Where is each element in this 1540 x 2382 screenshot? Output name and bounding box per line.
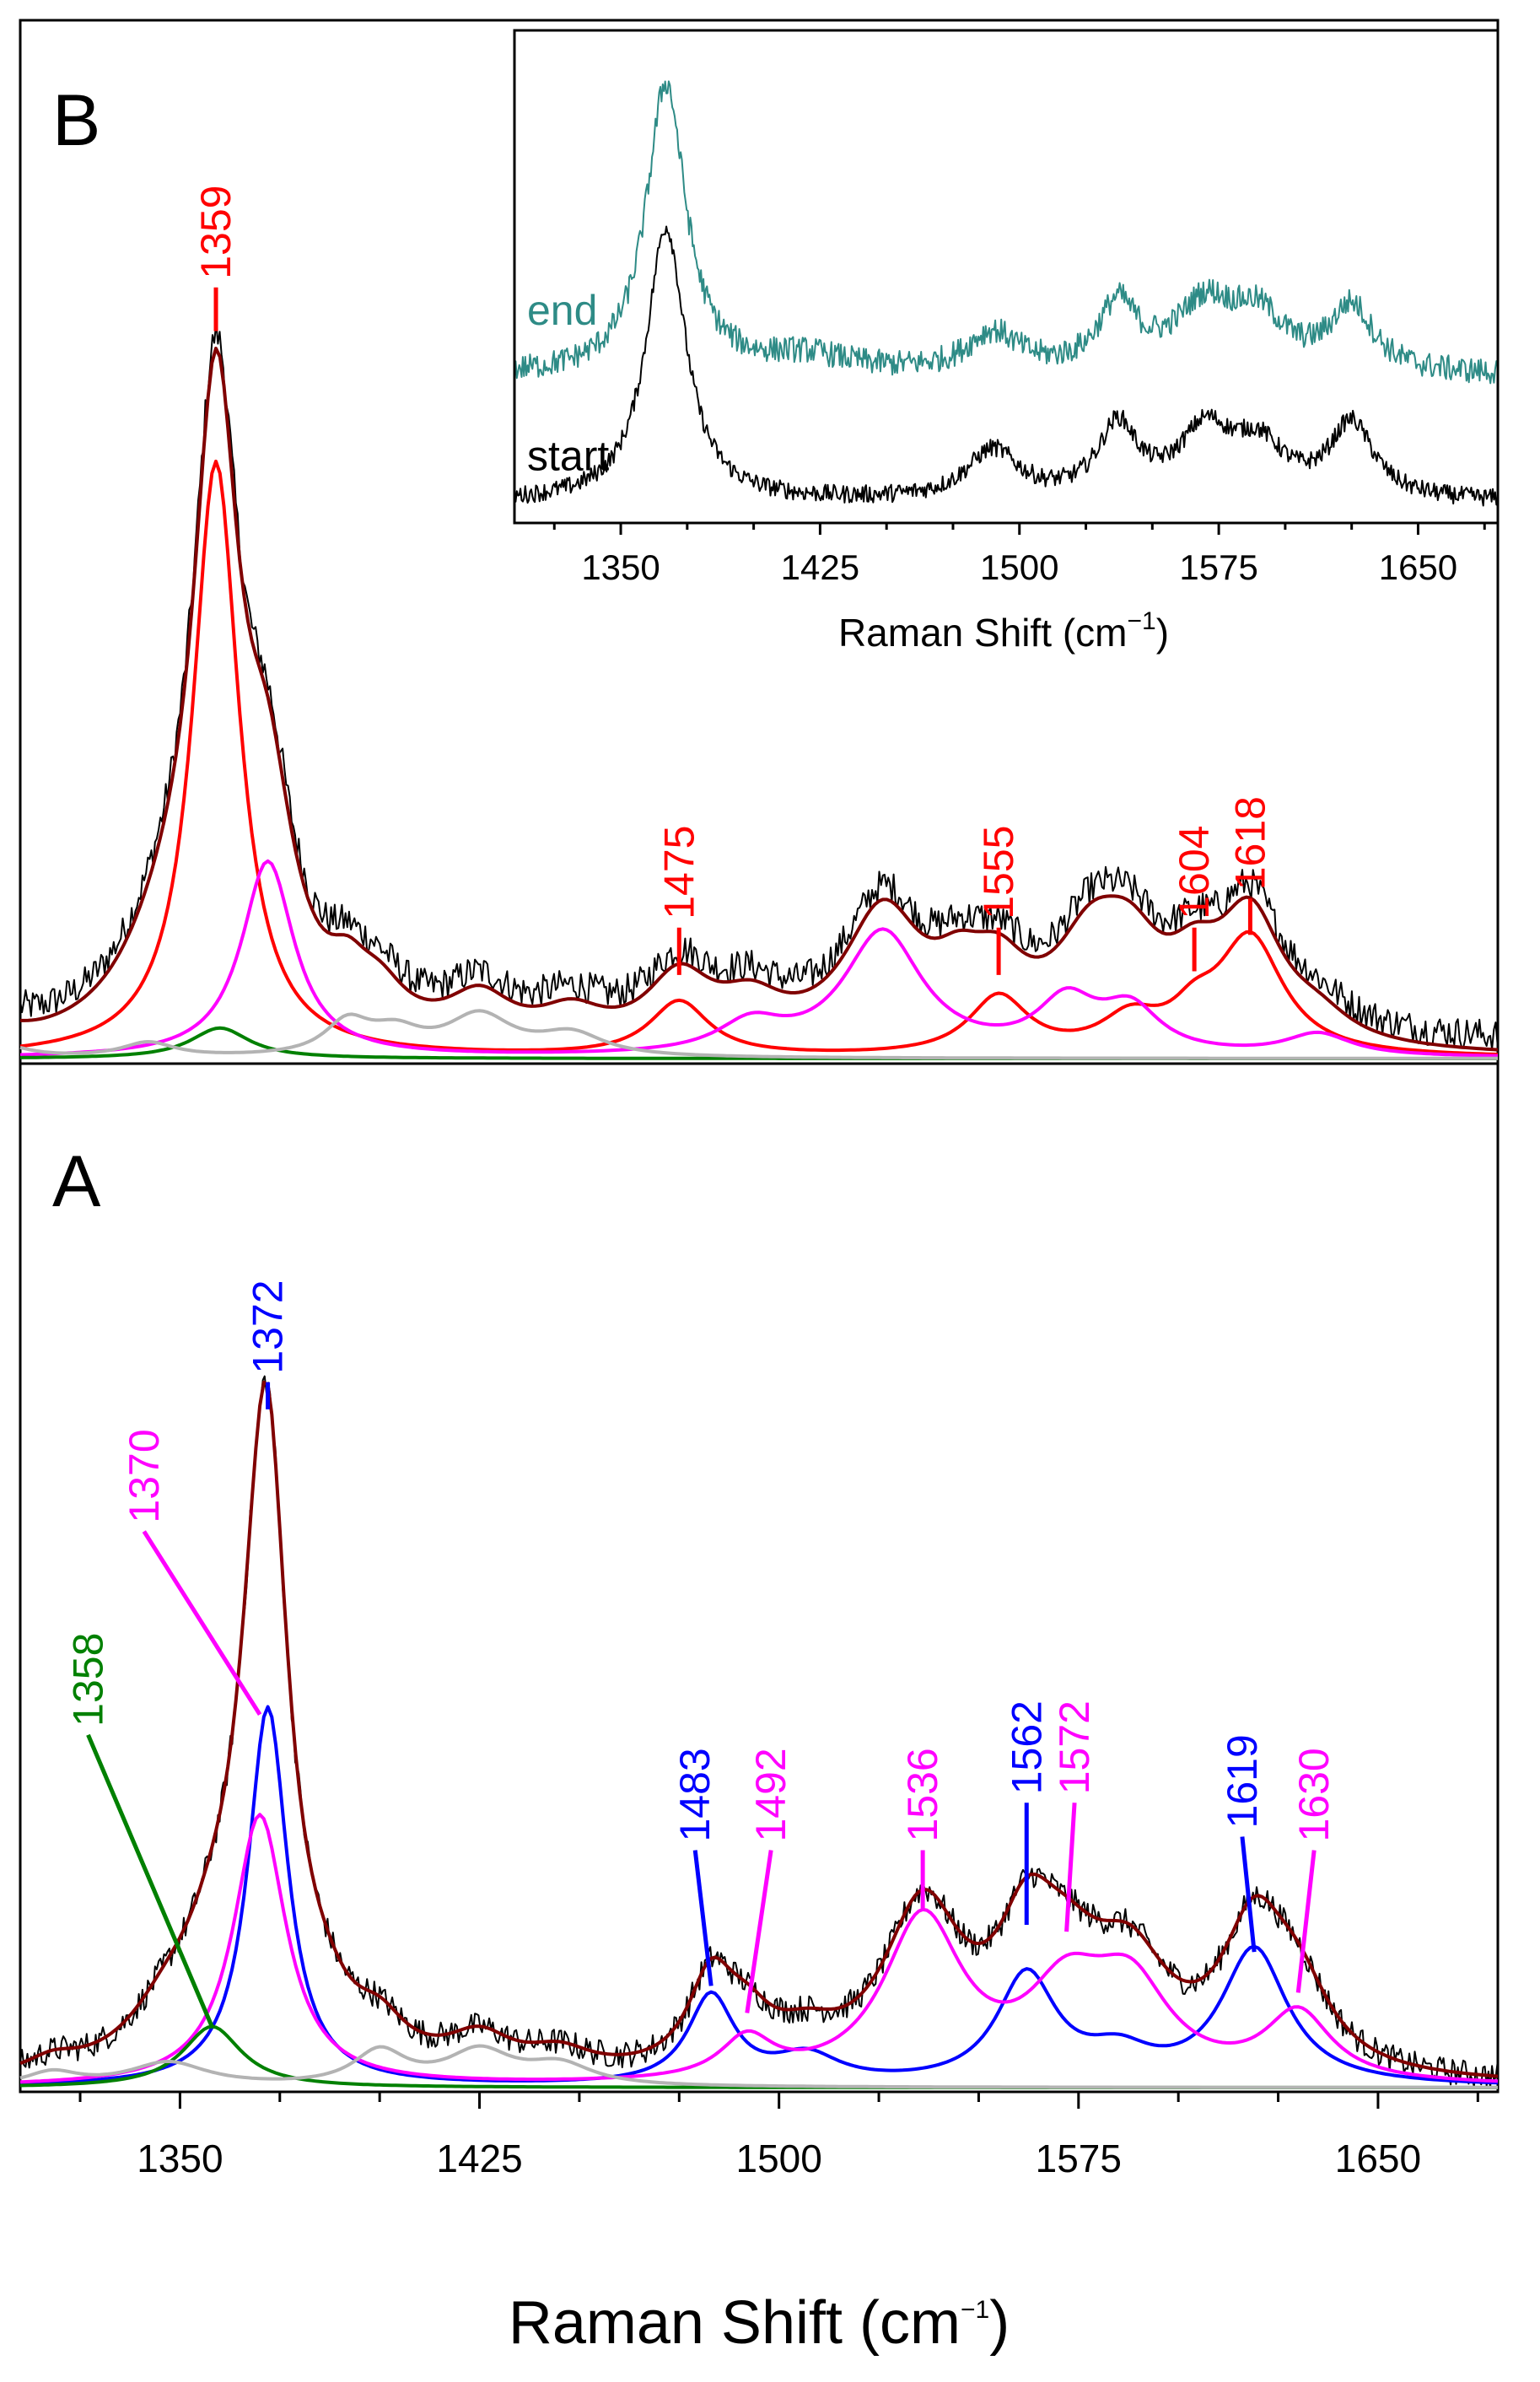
main-x-axis-title-text: Raman Shift (cm [509, 2289, 961, 2357]
panel-A-x-tick-label-1350: 1350 [137, 2137, 223, 2180]
inset-series-end [514, 80, 1498, 385]
inset-series-label-end: end [527, 287, 597, 334]
panel-a-plot: 1372 1370 1358 1483 1492 1536 1562 1572 1619 1630… [19, 1280, 1499, 2180]
inset-x-axis-title: Raman Shift (cm−1) [838, 607, 1169, 655]
panel-A-peak-label-1492: 1492 [747, 1748, 794, 1841]
panel-A-peak-label-1372: 1372 [245, 1280, 292, 1373]
panel-A-peak-label-1358: 1358 [64, 1633, 111, 1727]
panel-A-peak-marker-1572 [1064, 1803, 1077, 1932]
inset-x-tick-label-1350: 1350 [581, 547, 660, 587]
panel-A-peak-label-1619: 1619 [1219, 1734, 1266, 1828]
inset-series-label-start: start [527, 433, 609, 480]
panel-b-letter: B [52, 80, 100, 161]
inset-x-tick-label-1575: 1575 [1179, 547, 1257, 587]
panel-B-peak-label-1618: 1618 [1226, 796, 1273, 890]
main-x-axis-title-sup: −1 [961, 2296, 989, 2324]
panel-A-peak-label-1562: 1562 [1003, 1700, 1050, 1794]
panel-A-x-tick-label-1500: 1500 [736, 2137, 822, 2180]
panel-B-peak-label-1604: 1604 [1171, 826, 1218, 919]
panel-B-series-magenta-component [19, 859, 1499, 1058]
panel-A-x-tick-label-1575: 1575 [1036, 2137, 1122, 2180]
panel-b-plot: 1359 1475 1555 1604 1618 [19, 186, 1499, 1060]
inset-plot: start end 1350 1425 1500 1575 1650 [514, 80, 1499, 587]
inset-x-tick-label-1650: 1650 [1379, 547, 1457, 587]
panel-A-peak-marker-1492 [745, 1850, 773, 2013]
panel-a-letter: A [52, 1141, 101, 1222]
panel-A-x-tick-label-1650: 1650 [1335, 2137, 1421, 2180]
main-x-axis-title-end: ) [989, 2289, 1010, 2357]
panel-B-peak-label-1555: 1555 [975, 826, 1022, 919]
panel-B-series-gray-component [19, 1009, 1498, 1060]
inset-series-start [514, 225, 1499, 507]
panel-B-peak-label-1359: 1359 [192, 186, 240, 279]
inset-x-tick-label-1425: 1425 [781, 547, 859, 587]
panel-A-peak-label-1483: 1483 [671, 1748, 719, 1841]
inset-x-tick-label-1500: 1500 [980, 547, 1058, 587]
panel-A-peak-label-1630: 1630 [1290, 1748, 1338, 1841]
panel-A-peak-marker-1370 [142, 1530, 262, 1716]
inset-x-axis-title-text: Raman Shift (cm [838, 611, 1128, 655]
panel-A-peak-label-1370: 1370 [121, 1429, 168, 1522]
panel-A-peak-label-1536: 1536 [899, 1748, 946, 1841]
panel-A-series-blue-component [19, 1705, 1499, 2086]
inset-x-axis-title-end: ) [1156, 611, 1169, 655]
panel-A-peak-marker-1483 [692, 1850, 713, 1986]
panel-A-peak-marker-1630 [1295, 1850, 1317, 1993]
inset-x-axis-title-sup: −1 [1127, 607, 1155, 635]
panel-A-series-gray-component [19, 2044, 1498, 2089]
inset-frame [513, 29, 1500, 525]
panel-A-peak-marker-1358 [86, 1733, 214, 2028]
panel-A-peak-marker-1619 [1240, 1836, 1257, 1953]
panel-A-series-magenta-component [19, 1813, 1499, 2084]
panel-A-x-tick-label-1425: 1425 [436, 2137, 522, 2180]
panel-A-peak-label-1572: 1572 [1051, 1700, 1098, 1794]
main-x-axis-title: Raman Shift (cm−1) [509, 2289, 1010, 2357]
panel-B-peak-label-1475: 1475 [655, 826, 703, 919]
